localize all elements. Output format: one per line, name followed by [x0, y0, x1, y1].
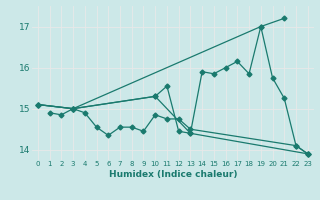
X-axis label: Humidex (Indice chaleur): Humidex (Indice chaleur): [108, 170, 237, 179]
